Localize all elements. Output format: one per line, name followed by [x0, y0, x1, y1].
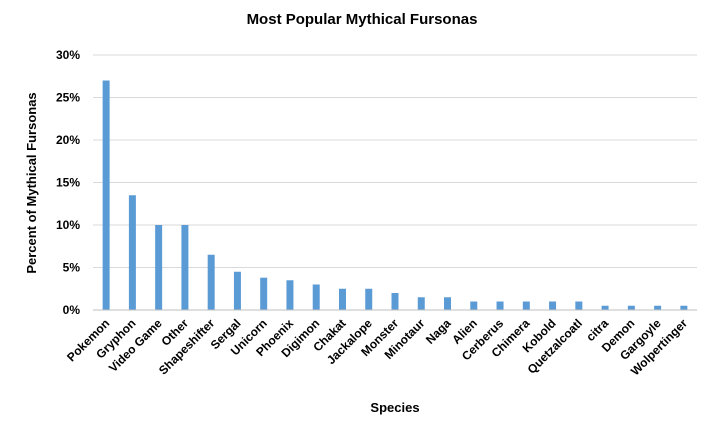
bar-chakat — [338, 288, 346, 310]
y-tick-label: 20% — [56, 133, 80, 147]
y-tick-label: 15% — [56, 176, 80, 190]
bar-demon — [627, 305, 635, 310]
bar-digimon — [312, 284, 320, 310]
x-axis-title: Species — [370, 400, 419, 415]
bar-jackalope — [365, 288, 373, 310]
bar-sergal — [233, 271, 241, 310]
bar-wolpertinger — [680, 305, 688, 310]
bar-gryphon — [128, 195, 136, 310]
bar-minotaur — [417, 297, 425, 310]
x-category-label: Naga — [423, 316, 454, 347]
bar-cerberus — [496, 301, 504, 310]
bar-chimera — [522, 301, 530, 310]
bar-unicorn — [260, 277, 268, 310]
bar-monster — [391, 293, 399, 310]
bar-other — [181, 225, 189, 310]
bar-alien — [470, 301, 478, 310]
y-tick-label: 0% — [63, 303, 81, 317]
y-axis-title: Percent of Mythical Fursonas — [24, 92, 39, 273]
y-tick-label: 30% — [56, 48, 80, 62]
bar-citra — [601, 305, 609, 310]
y-tick-labels: 0% 5% 10% 15% 20% 25% 30% — [56, 48, 80, 317]
y-tick-label: 5% — [63, 261, 81, 275]
chart-title: Most Popular Mythical Fursonas — [247, 11, 478, 28]
bar-naga — [444, 297, 452, 310]
bar-kobold — [549, 301, 557, 310]
bar-pokemon — [102, 80, 110, 310]
bar-phoenix — [286, 280, 294, 310]
bar-gargoyle — [654, 305, 662, 310]
bar-shapeshifter — [207, 254, 215, 310]
bar-quetzalcoatl — [575, 301, 583, 310]
bar-video-game — [155, 225, 163, 310]
bars — [102, 80, 688, 310]
y-tick-label: 25% — [56, 91, 80, 105]
y-tick-label: 10% — [56, 218, 80, 232]
gridlines — [93, 54, 697, 268]
